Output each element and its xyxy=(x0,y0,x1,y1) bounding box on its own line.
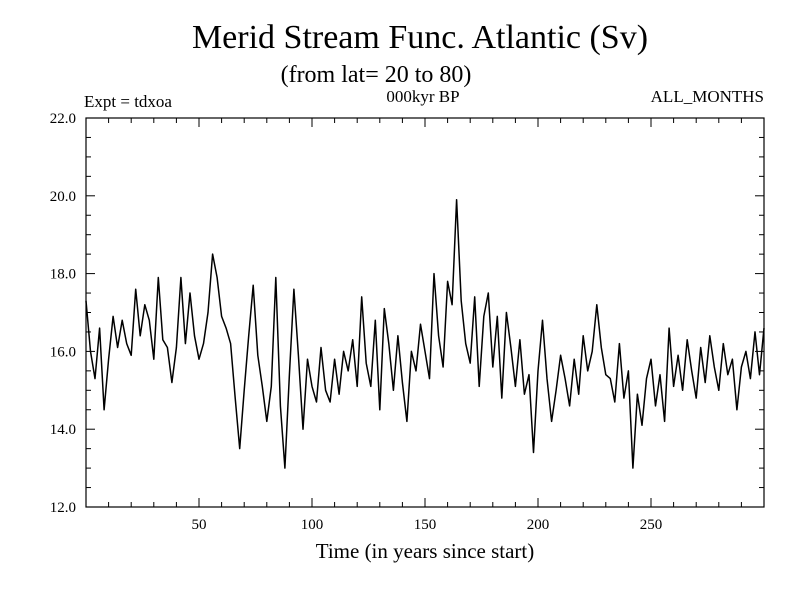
series-group xyxy=(85,198,765,469)
y-tick-label: 14.0 xyxy=(50,422,76,438)
months-label: ALL_MONTHS xyxy=(651,87,764,106)
chart-title: Merid Stream Func. Atlantic (Sv) xyxy=(192,19,648,56)
y-tick-label: 20.0 xyxy=(50,189,76,205)
x-tick-label: 250 xyxy=(640,517,663,533)
plot-frame xyxy=(85,117,765,508)
x-tick-label: 100 xyxy=(301,517,324,533)
x-tick-label: 50 xyxy=(192,517,207,533)
chart-subtitle: (from lat= 20 to 80) xyxy=(281,62,472,88)
y-tick-label: 18.0 xyxy=(50,267,76,283)
y-tick-label: 22.0 xyxy=(50,111,76,127)
y-tick-label: 12.0 xyxy=(50,500,76,516)
axes: 12.0 14.0 16.0 18.0 20.0 22.0 50 100 150 200 250 xyxy=(50,111,764,533)
x-tick-label: 200 xyxy=(527,517,550,533)
expt-label: Expt = tdxoa xyxy=(84,92,172,111)
period-label: 000kyr BP xyxy=(386,87,459,106)
x-tick-label: 150 xyxy=(414,517,437,533)
y-tick-label: 16.0 xyxy=(50,344,76,360)
series-line xyxy=(85,198,765,469)
x-axis-label: Time (in years since start) xyxy=(316,539,535,563)
